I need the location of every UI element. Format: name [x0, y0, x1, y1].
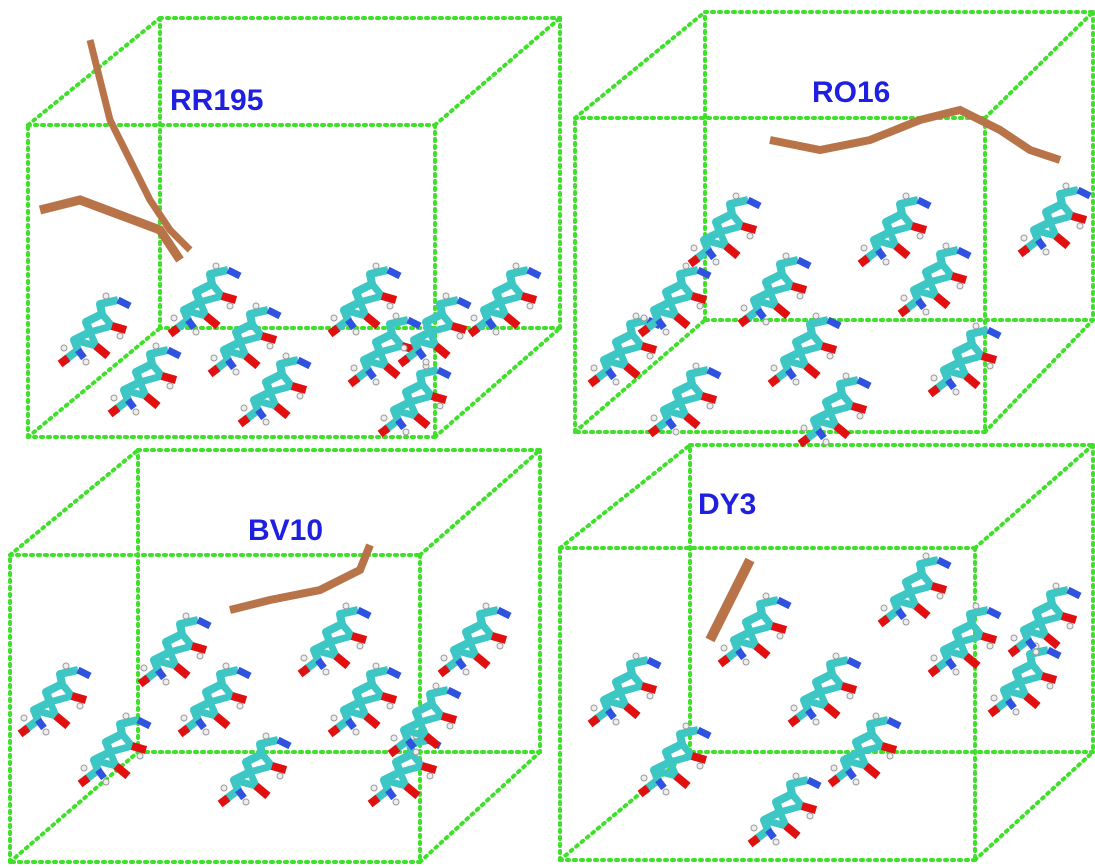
box-edge	[435, 18, 560, 125]
box-edge	[575, 12, 705, 118]
molecule	[930, 603, 1000, 675]
molecule	[180, 663, 250, 735]
molecule	[930, 323, 1000, 395]
molecule	[170, 263, 240, 335]
molecule	[830, 713, 900, 785]
box-edge	[985, 12, 1093, 118]
box-edge	[975, 445, 1093, 548]
molecule	[990, 643, 1060, 715]
box-edge	[420, 450, 540, 555]
molecule	[1020, 183, 1090, 255]
molecule	[750, 773, 820, 845]
molecule	[60, 293, 130, 365]
molecule	[770, 313, 840, 385]
molecule	[80, 713, 150, 785]
page: {"panels": [{"label": "RR195"}, {"label"…	[0, 0, 1095, 867]
molecule	[350, 313, 420, 385]
molecule	[640, 723, 710, 795]
box-edge	[10, 450, 138, 555]
molecule	[590, 653, 660, 725]
molecule	[330, 663, 400, 735]
simulation-boxes	[10, 12, 1093, 862]
molecule	[860, 193, 930, 265]
molecule	[110, 343, 180, 415]
panel-label: DY3	[698, 488, 756, 521]
box-edge	[985, 320, 1093, 432]
molecule	[690, 193, 760, 265]
molecule	[210, 303, 280, 375]
box-edge	[560, 445, 690, 548]
box-edge	[420, 752, 540, 862]
panel-label: RR195	[170, 84, 263, 117]
molecule	[140, 613, 210, 685]
molecule	[20, 663, 90, 735]
molecule	[650, 363, 720, 435]
molecule	[300, 603, 370, 675]
molecule	[440, 603, 510, 675]
molecule	[800, 373, 870, 445]
molecule	[1010, 583, 1080, 655]
panel-label: BV10	[248, 514, 323, 547]
box-edge	[435, 328, 560, 437]
molecule	[220, 733, 290, 805]
dye-molecules	[40, 40, 1060, 640]
molecule	[790, 653, 860, 725]
panel-label: RO16	[812, 76, 890, 109]
dye-chain	[710, 560, 750, 640]
molecule	[900, 243, 970, 315]
box-edge	[975, 752, 1093, 860]
molecule	[470, 263, 540, 335]
molecule	[740, 253, 810, 325]
figure: RR195 RO16 BV10 DY3	[0, 0, 1095, 867]
molecules	[20, 183, 1090, 845]
molecule	[880, 553, 950, 625]
box-edge	[28, 18, 160, 125]
